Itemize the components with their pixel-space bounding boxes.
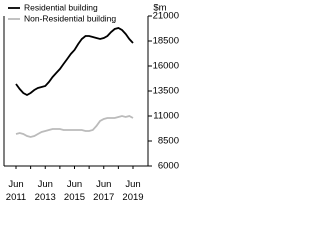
y-unit: $m [153, 3, 166, 14]
x-tick-label: Jun 2011 [6, 179, 26, 203]
x-tick-label: Jun 2013 [35, 179, 56, 203]
y-tick-label: 6000 [158, 161, 179, 172]
legend-label: Residential building [24, 2, 98, 12]
x-tick-label: Jun 2017 [93, 179, 114, 203]
chart: $m 6000 8500 11000 13500 16000 18500 21000 Jun 2… [3, 2, 179, 203]
y-tick-label: 8500 [158, 136, 179, 147]
y-tick-label: 21000 [153, 11, 179, 22]
y-tick-label: 18500 [153, 36, 179, 47]
series-line [15, 115, 134, 138]
x-tick-label: Jun 2015 [64, 179, 85, 203]
legend-label: Non-Residential building [24, 13, 116, 23]
y-tick-label: 16000 [153, 61, 179, 72]
x-tick-label: Jun 2019 [122, 179, 143, 203]
y-tick-label: 11000 [153, 111, 179, 122]
series-line [15, 27, 134, 97]
y-tick-label: 13500 [153, 86, 179, 97]
